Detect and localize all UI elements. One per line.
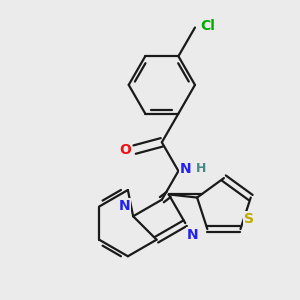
Text: N: N [118,199,130,213]
Text: S: S [244,212,254,226]
Text: H: H [196,162,206,175]
Text: Cl: Cl [200,19,215,33]
Text: N: N [180,162,192,176]
Text: O: O [119,142,131,157]
Text: N: N [187,228,199,242]
